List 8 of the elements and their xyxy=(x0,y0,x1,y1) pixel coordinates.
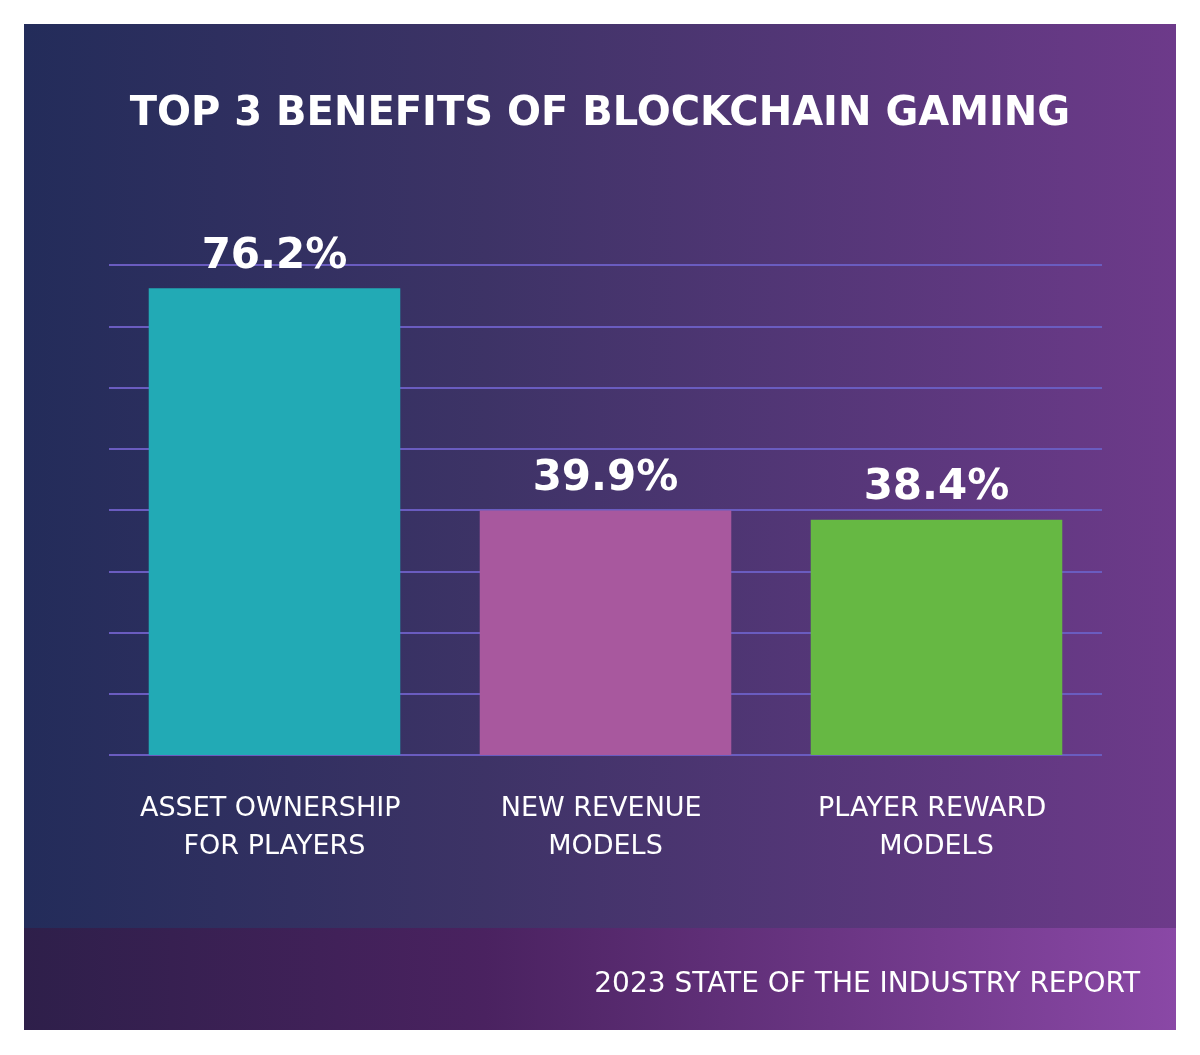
data-label: 76.2% xyxy=(201,228,348,278)
chart-title: TOP 3 BENEFITS OF BLOCKCHAIN GAMING xyxy=(129,88,1071,134)
x-tick-label: NEW REVENUE MODELS xyxy=(500,790,711,860)
x-tick-label: ASSET OWNERSHIP FOR PLAYERS xyxy=(139,790,410,860)
data-label: 39.9% xyxy=(532,451,679,501)
data-label: 38.4% xyxy=(863,460,1010,510)
x-tick-label: PLAYER REWARD MODELS xyxy=(818,790,1055,860)
text: 2023 STATE OF THE INDUSTRY REPORT xyxy=(594,966,1140,999)
